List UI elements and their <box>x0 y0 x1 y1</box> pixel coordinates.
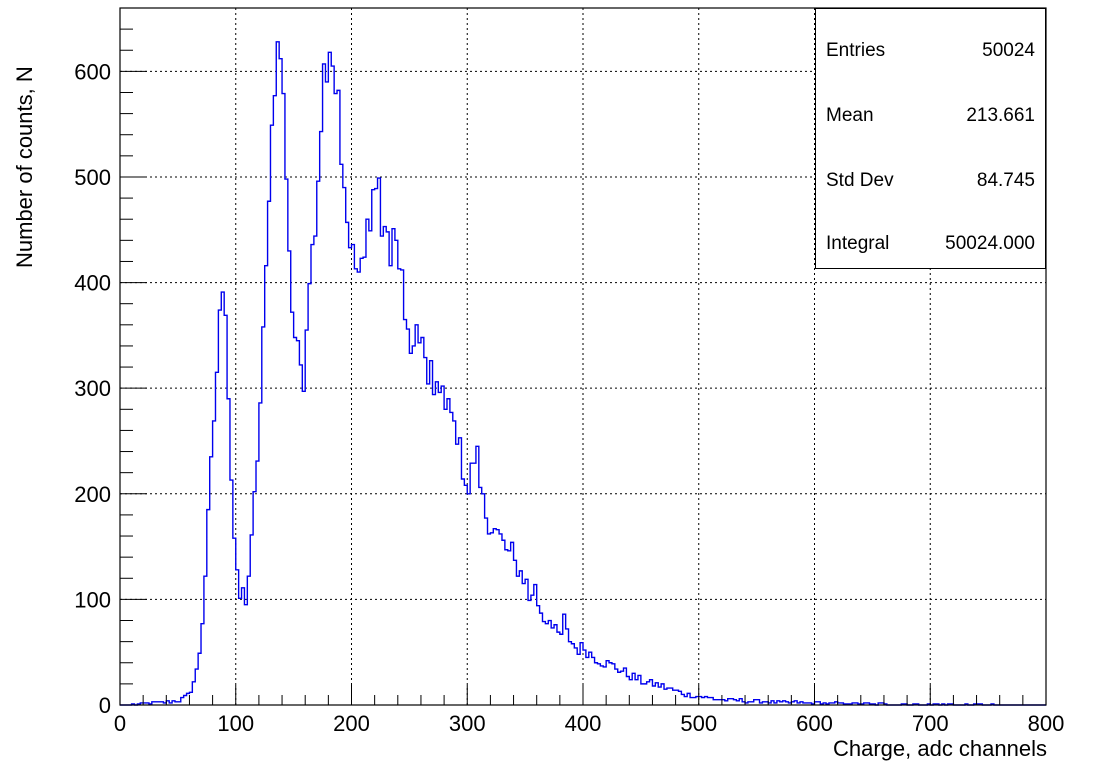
stat-entries: Entries 50024 <box>826 40 1035 64</box>
stat-value: 50024.000 <box>945 233 1035 254</box>
x-tick-label: 300 <box>449 711 486 736</box>
x-tick-label: 700 <box>912 711 949 736</box>
x-tick-label: 600 <box>796 711 833 736</box>
x-tick-label: 100 <box>217 711 254 736</box>
stat-label: Integral <box>826 233 890 254</box>
x-tick-label: 800 <box>1028 711 1065 736</box>
x-tick-label: 400 <box>565 711 602 736</box>
stats-box: Entries 50024 Mean 213.661 Std Dev 84.74… <box>815 8 1046 269</box>
stat-std-dev: Std Dev 84.745 <box>826 170 1035 194</box>
x-tick-label: 0 <box>114 711 126 736</box>
stat-label: Mean <box>826 105 874 126</box>
y-tick-label: 0 <box>99 693 111 718</box>
y-tick-label: 200 <box>74 482 111 507</box>
stat-mean: Mean 213.661 <box>826 105 1035 129</box>
stat-value: 213.661 <box>966 105 1035 126</box>
y-tick-label: 100 <box>74 587 111 612</box>
stat-label: Std Dev <box>826 170 894 191</box>
y-tick-label: 300 <box>74 376 111 401</box>
y-tick-label: 600 <box>74 59 111 84</box>
stat-value: 50024 <box>982 40 1035 61</box>
stat-value: 84.745 <box>976 170 1035 191</box>
y-axis-title: Number of counts, N <box>12 66 37 268</box>
histogram-series <box>120 41 1046 706</box>
stat-integral: Integral 50024.000 <box>826 233 1035 257</box>
stat-label: Entries <box>826 40 886 61</box>
x-tick-label: 200 <box>333 711 370 736</box>
x-tick-label: 500 <box>680 711 717 736</box>
y-tick-label: 400 <box>74 271 111 296</box>
axes: 0 100 200 300 400 500 600 700 800 0 100 200 300 400 50… <box>74 7 1065 736</box>
x-axis-title: Charge, adc channels <box>832 736 1047 761</box>
plot-frame <box>119 7 1047 706</box>
y-tick-label: 500 <box>74 165 111 190</box>
